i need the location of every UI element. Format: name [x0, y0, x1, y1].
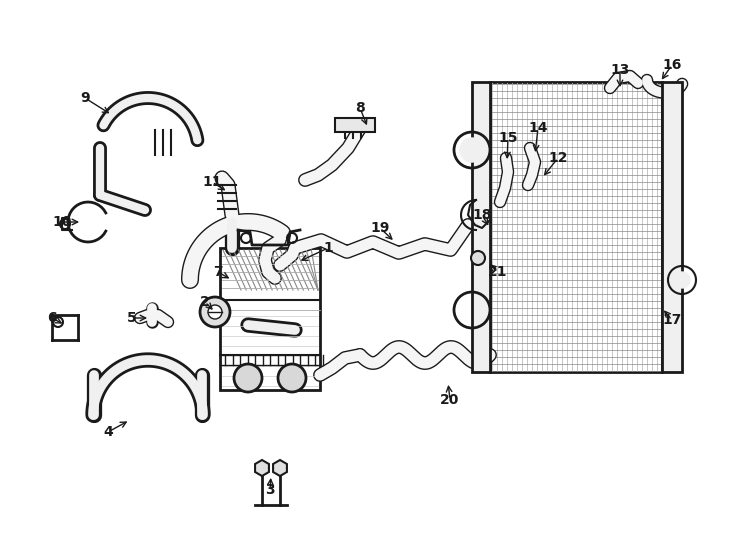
- Text: 17: 17: [662, 313, 682, 327]
- Polygon shape: [335, 118, 375, 132]
- Text: 1: 1: [323, 241, 333, 255]
- Polygon shape: [662, 82, 682, 372]
- Circle shape: [278, 364, 306, 392]
- Text: 16: 16: [662, 58, 682, 72]
- Text: 2: 2: [200, 295, 210, 309]
- Text: 5: 5: [127, 311, 137, 325]
- Polygon shape: [273, 460, 287, 476]
- Polygon shape: [220, 248, 320, 390]
- Text: 12: 12: [548, 151, 568, 165]
- Text: 15: 15: [498, 131, 517, 145]
- Text: 19: 19: [371, 221, 390, 235]
- Circle shape: [674, 272, 690, 288]
- Text: 14: 14: [528, 121, 548, 135]
- Polygon shape: [472, 82, 490, 372]
- Text: 6: 6: [47, 311, 57, 325]
- Text: 20: 20: [440, 393, 459, 407]
- Text: 7: 7: [213, 265, 223, 279]
- Text: 9: 9: [80, 91, 90, 105]
- Circle shape: [208, 305, 222, 319]
- Polygon shape: [255, 460, 269, 476]
- Polygon shape: [490, 82, 662, 372]
- Text: 18: 18: [472, 208, 492, 222]
- Text: 11: 11: [203, 175, 222, 189]
- Text: 21: 21: [488, 265, 508, 279]
- Circle shape: [200, 297, 230, 327]
- Circle shape: [234, 364, 262, 392]
- Text: 13: 13: [610, 63, 630, 77]
- Text: 4: 4: [103, 425, 113, 439]
- Text: 3: 3: [265, 483, 275, 497]
- Circle shape: [460, 138, 484, 162]
- Text: 10: 10: [52, 215, 72, 229]
- Text: 8: 8: [355, 101, 365, 115]
- Circle shape: [471, 251, 485, 265]
